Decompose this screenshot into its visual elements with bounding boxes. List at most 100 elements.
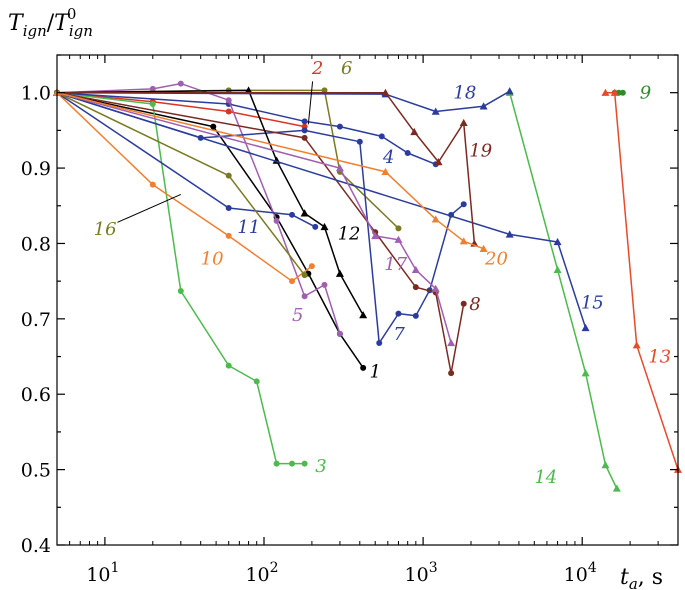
- series-label: 10: [201, 249, 224, 270]
- series-line: [508, 92, 618, 489]
- data-point: [601, 461, 610, 469]
- data-point: [149, 85, 156, 92]
- data-point: [459, 118, 468, 127]
- data-point: [431, 107, 440, 115]
- data-point: [301, 272, 308, 279]
- data-point: [273, 460, 280, 467]
- series-label: 17: [384, 254, 407, 275]
- series-label: 12: [338, 224, 361, 245]
- series-label: 2: [311, 58, 323, 79]
- series-label: 18: [453, 83, 476, 104]
- label-2-leader: [307, 81, 314, 125]
- data-point: [610, 88, 619, 96]
- data-point: [336, 330, 343, 337]
- series-label: 1: [369, 362, 380, 383]
- data-point: [225, 97, 232, 104]
- data-point: [553, 237, 562, 246]
- data-point: [149, 181, 156, 188]
- data-point: [553, 265, 562, 274]
- y-tick-label: 0.8: [21, 233, 51, 255]
- data-point: [460, 201, 467, 208]
- data-point: [225, 108, 232, 115]
- data-point: [447, 338, 456, 347]
- series-label: 11: [237, 217, 260, 238]
- data-point: [359, 311, 368, 319]
- data-point: [410, 127, 419, 136]
- series-20: [53, 88, 488, 252]
- y-tick-label: 0.7: [21, 309, 51, 331]
- y-tick-label: 0.6: [21, 384, 51, 406]
- series-line: [56, 91, 465, 344]
- data-point: [225, 232, 232, 239]
- series-line: [57, 91, 476, 244]
- data-point: [301, 134, 308, 141]
- x-tick-label: 101: [86, 560, 119, 586]
- data-point: [581, 323, 590, 332]
- series-label: 6: [341, 58, 352, 79]
- data-point: [301, 127, 308, 134]
- series-16: [54, 89, 308, 279]
- series-label: 9: [640, 83, 651, 104]
- series-line: [56, 92, 316, 228]
- data-point: [210, 123, 217, 130]
- series-4: [54, 89, 439, 168]
- data-point: [431, 284, 440, 292]
- data-point: [273, 217, 280, 224]
- data-point: [378, 133, 385, 140]
- data-point: [320, 222, 329, 231]
- data-point: [336, 123, 343, 130]
- series-line: [605, 91, 679, 470]
- data-point: [479, 244, 488, 252]
- x-tick-label: 103: [405, 560, 438, 586]
- data-point: [601, 88, 610, 96]
- data-point: [612, 484, 621, 492]
- data-point: [301, 293, 308, 300]
- series-label: 20: [484, 249, 508, 270]
- x-axis-title: ta, s: [620, 565, 663, 590]
- data-point: [356, 138, 363, 145]
- data-point: [177, 287, 184, 294]
- data-point: [321, 87, 328, 94]
- y-tick-label: 0.9: [21, 158, 51, 180]
- data-point: [376, 339, 383, 346]
- data-point: [448, 370, 455, 377]
- data-point: [371, 231, 380, 240]
- series-17: [53, 88, 456, 347]
- y-tick-label: 1.0: [21, 83, 51, 105]
- data-point: [225, 205, 232, 212]
- series-label: 7: [393, 324, 405, 345]
- data-point: [301, 460, 308, 467]
- y-tick-label: 0.4: [21, 535, 51, 557]
- data-point: [335, 164, 344, 172]
- data-point: [505, 230, 514, 238]
- data-point: [381, 88, 390, 96]
- series-19: [53, 88, 479, 247]
- series-label: 3: [315, 456, 326, 477]
- y-tick-label: 0.5: [21, 460, 51, 482]
- data-point: [460, 300, 467, 307]
- series-label: 14: [534, 467, 557, 488]
- series-label: 16: [94, 219, 117, 240]
- series-layer: [53, 80, 682, 492]
- data-point: [335, 269, 344, 277]
- data-point: [321, 281, 328, 288]
- data-point: [632, 341, 641, 349]
- data-point: [312, 223, 319, 230]
- data-point: [619, 89, 626, 96]
- data-point: [505, 87, 514, 95]
- data-point: [360, 364, 367, 371]
- y-axis-title: Tign/Tign0: [8, 5, 93, 40]
- data-point: [177, 80, 184, 87]
- series-label: 8: [469, 294, 480, 315]
- data-point: [149, 101, 156, 107]
- series-line: [56, 91, 587, 329]
- data-point: [289, 460, 296, 467]
- data-point: [412, 312, 419, 319]
- data-point: [395, 225, 402, 232]
- series-13: [601, 88, 682, 473]
- series-3: [54, 89, 308, 467]
- series-line: [56, 91, 364, 369]
